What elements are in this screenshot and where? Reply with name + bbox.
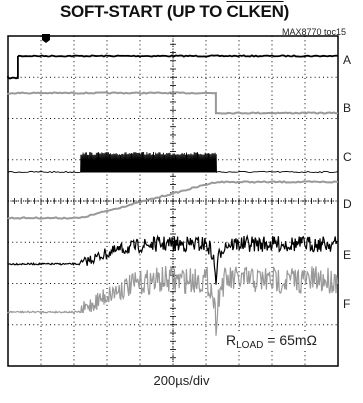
trace-c bbox=[7, 151, 339, 174]
channel-label-a: A bbox=[343, 53, 352, 67]
x-scale-label: 200µs/div bbox=[153, 373, 210, 388]
rload-prefix: R bbox=[226, 332, 237, 348]
trace-d bbox=[7, 180, 339, 220]
trace-e bbox=[7, 234, 338, 285]
rload-sub: LOAD bbox=[236, 340, 264, 351]
channel-label-d: D bbox=[343, 197, 352, 211]
rload-value: = 65mΩ bbox=[263, 332, 318, 348]
trace-f bbox=[7, 266, 339, 336]
trace-a bbox=[7, 54, 338, 80]
figure-id: MAX8770 toc15 bbox=[282, 27, 347, 37]
trace-b bbox=[7, 91, 339, 115]
channel-label-b: B bbox=[343, 101, 352, 115]
channel-label-f: F bbox=[343, 297, 351, 311]
title-suffix: ) bbox=[283, 2, 290, 21]
title-signal: CLKEN bbox=[226, 2, 284, 21]
trigger-marker bbox=[42, 34, 50, 43]
rload-annotation: RLOAD = 65mΩ bbox=[224, 332, 320, 351]
title-prefix: SOFT-START (UP TO bbox=[60, 2, 227, 21]
channel-label-e: E bbox=[343, 248, 352, 262]
channel-label-c: C bbox=[343, 150, 352, 164]
